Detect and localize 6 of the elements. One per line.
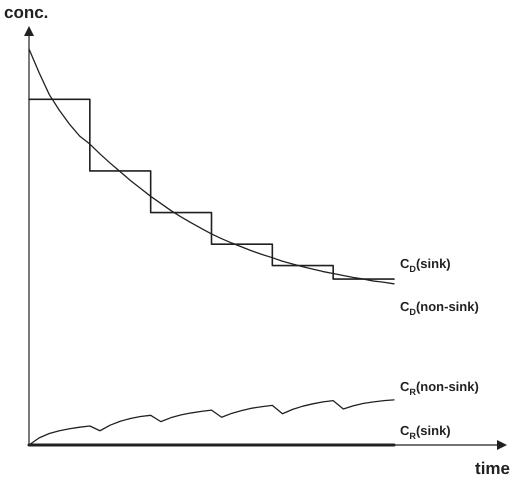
y-axis-title: conc. bbox=[4, 3, 48, 22]
series-label: C$_{D}$(non-sink) bbox=[400, 299, 479, 318]
x-axis-title: time bbox=[475, 459, 510, 478]
series-label: C$_{R}$(sink) bbox=[400, 423, 451, 442]
series-label: C$_{D}$(sink) bbox=[400, 256, 451, 274]
series-label: C$_{R}$(non-sink) bbox=[400, 379, 479, 398]
